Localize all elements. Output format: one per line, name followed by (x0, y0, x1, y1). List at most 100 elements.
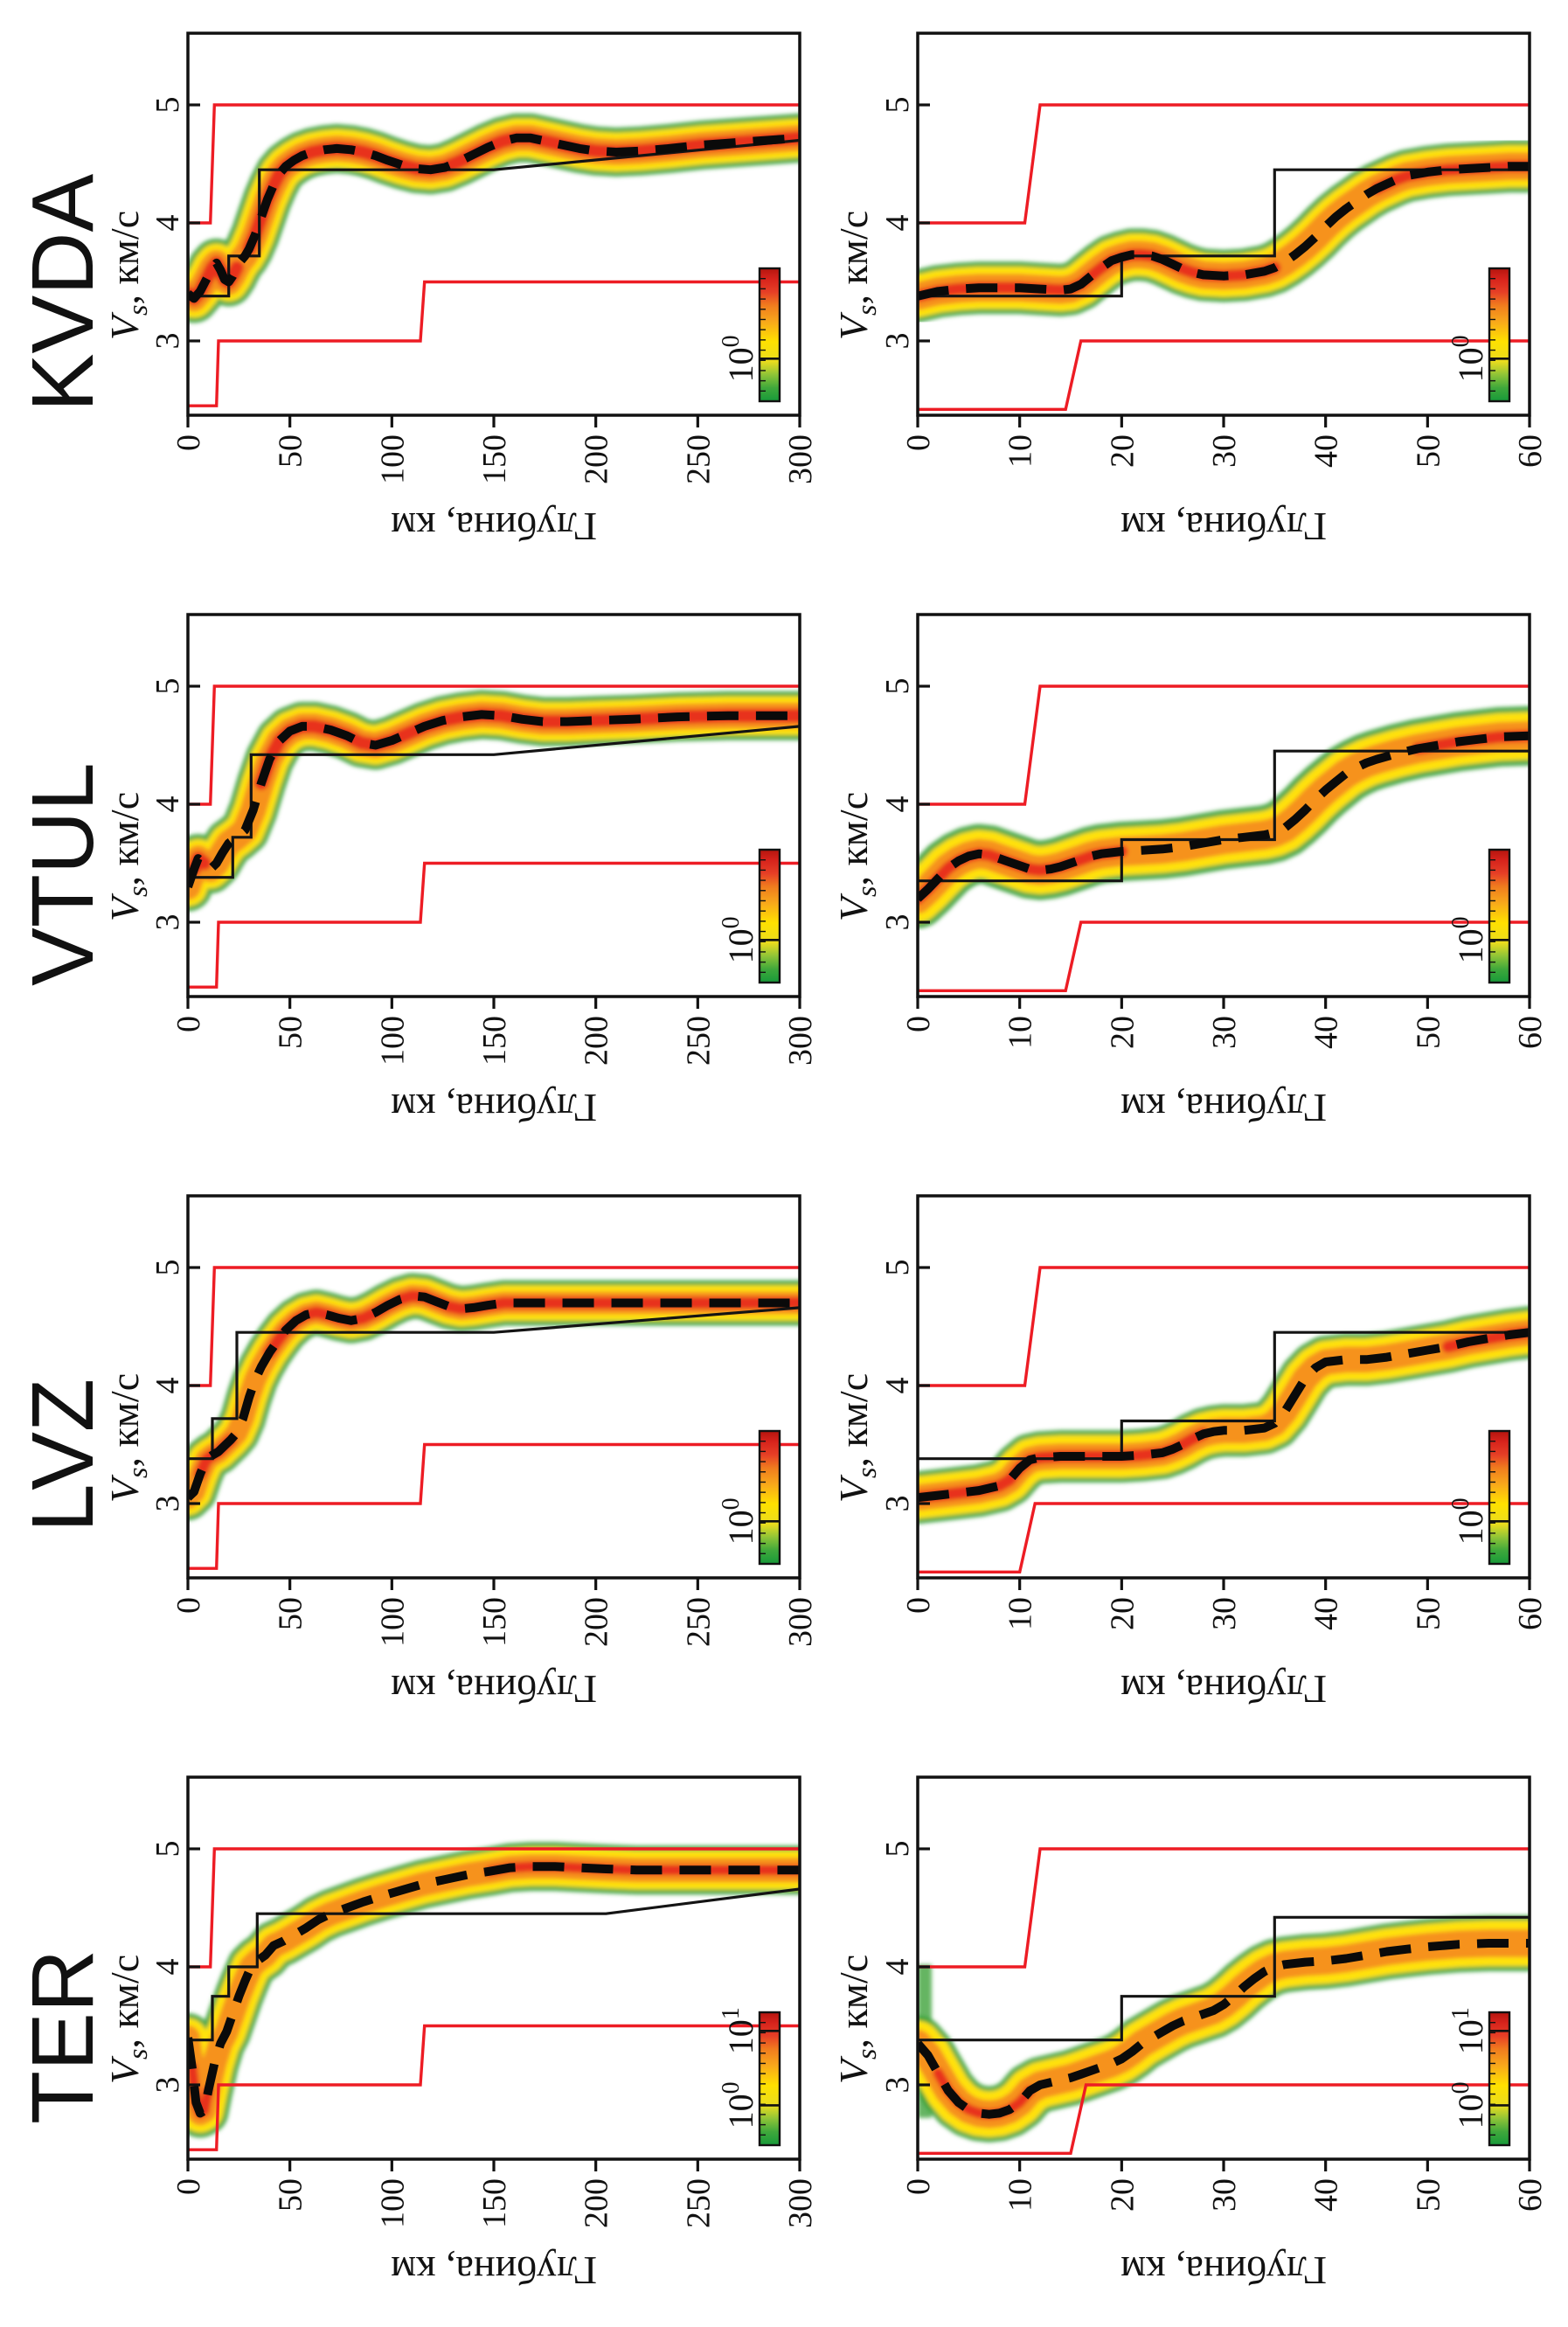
vs-tick-label: 4 (879, 215, 916, 232)
prior-lower-bound-line (188, 861, 800, 989)
vs-axis-title: Vs, км/с (831, 1373, 882, 1503)
mean-model-dashed-line (918, 731, 1530, 902)
plot-LVZ-0-60: 3 4 5 Vs, км/с 0 10 20 30 40 50 60 Глубина, км 100 (831, 1194, 1549, 1712)
colorbar-scale-label: 100 (1447, 335, 1490, 382)
vs-tick-label: 4 (149, 1378, 186, 1394)
depth-tick-label: 100 (374, 2178, 411, 2228)
depth-tick-label: 250 (680, 2178, 717, 2228)
colorbar: 100 (718, 267, 781, 403)
prior-upper-bound-line (918, 103, 1530, 225)
depth-tick-label: 300 (782, 1016, 819, 1066)
depth-tick-label: 200 (579, 2178, 615, 2228)
depth-axis-title: Глубина, км (391, 2248, 597, 2293)
colorbar-scale-label: 100 (1447, 1497, 1490, 1545)
depth-tick-label: 30 (1206, 434, 1243, 468)
depth-axis-title: Глубина, км (1120, 2248, 1327, 2293)
depth-tick-label: 150 (476, 1016, 513, 1066)
vs-tick-label: 5 (879, 1260, 916, 1276)
colorbar-scale-label: 100 (718, 1497, 760, 1545)
colorbar-scale-label: 101 (718, 2007, 760, 2054)
depth-tick-label: 60 (1512, 1016, 1549, 1049)
colorbar-gradient (1488, 2011, 1511, 2147)
vs-tick-label: 3 (879, 2077, 916, 2094)
vs-tick-label: 5 (149, 97, 186, 114)
colorbar: 100 (1447, 848, 1511, 984)
depth-tick-label: 40 (1308, 2178, 1345, 2212)
colorbar: 100 101 (718, 2007, 781, 2147)
plot-LVZ-0-300: 3 4 5 Vs, км/с 0 50 100 150 200 250 300 Глубина, км… (102, 1194, 819, 1712)
depth-tick-label: 250 (680, 1597, 717, 1647)
prior-lower-bound-line (188, 280, 800, 407)
reference-model-line (918, 168, 1530, 298)
vs-tick-label: 3 (149, 333, 186, 350)
depth-tick-label: 10 (1003, 2178, 1039, 2212)
colorbar: 100 (718, 848, 781, 984)
depth-tick-label: 250 (680, 1016, 717, 1066)
vs-tick-label: 3 (879, 1496, 916, 1512)
vs-tick-label: 3 (879, 914, 916, 931)
colorbar-gradient (758, 2011, 781, 2147)
depth-tick-label: 100 (374, 1016, 411, 1066)
depth-tick-label: 40 (1308, 1016, 1345, 1049)
depth-tick-label: 100 (374, 434, 411, 484)
depth-tick-label: 60 (1512, 434, 1549, 468)
depth-tick-label: 300 (782, 434, 819, 484)
depth-tick-label: 30 (1206, 2178, 1243, 2212)
vs-tick-label: 4 (149, 215, 186, 232)
depth-tick-label: 200 (579, 1597, 615, 1647)
reference-model-line (188, 1306, 800, 1461)
mean-model-dashed-line (188, 133, 800, 303)
vs-tick-label: 4 (879, 1378, 916, 1394)
plot-VTUL-0-300: 3 4 5 Vs, км/с 0 50 100 150 200 250 300 Глубина, км… (102, 613, 819, 1130)
depth-tick-label: 0 (900, 1016, 937, 1032)
depth-axis-title: Глубина, км (1120, 504, 1327, 549)
depth-tick-label: 60 (1512, 1597, 1549, 1630)
prior-lower-bound-line (918, 339, 1530, 412)
colorbar-scale-label: 100 (1447, 916, 1490, 963)
depth-tick-label: 0 (170, 1597, 207, 1614)
depth-tick-label: 100 (374, 1597, 411, 1647)
depth-tick-label: 300 (782, 1597, 819, 1647)
colorbar-scale-label: 100 (718, 2081, 760, 2129)
vs-axis-title: Vs, км/с (831, 211, 882, 340)
plot-TER-0-300: 3 4 5 Vs, км/с 0 50 100 150 200 250 300 Глубина, км… (102, 1775, 819, 2293)
prior-lower-bound-line (188, 2024, 800, 2151)
colorbar-scale-label: 100 (718, 916, 760, 963)
depth-tick-label: 0 (170, 1016, 207, 1032)
depth-axis-title: Глубина, км (1120, 1086, 1327, 1130)
colorbar-gradient (758, 848, 781, 984)
plot-VTUL-0-60: 3 4 5 Vs, км/с 0 10 20 30 40 50 60 Глубина, км 100 (831, 613, 1549, 1130)
depth-tick-label: 50 (1410, 2178, 1447, 2212)
prior-lower-bound-line (918, 2083, 1530, 2156)
depth-tick-label: 20 (1104, 434, 1141, 468)
depth-tick-label: 30 (1206, 1016, 1243, 1049)
depth-axis-title: Глубина, км (391, 1086, 597, 1130)
colorbar-scale-label: 100 (718, 335, 760, 382)
depth-tick-label: 50 (273, 2178, 309, 2212)
vs-tick-label: 5 (149, 1841, 186, 1858)
depth-tick-label: 40 (1308, 1597, 1345, 1630)
depth-tick-label: 20 (1104, 2178, 1141, 2212)
station-title-KVDA: KVDA (14, 174, 112, 413)
depth-tick-label: 10 (1003, 1597, 1039, 1630)
colorbar: 100 (718, 1429, 781, 1566)
depth-axis-title: Глубина, км (1120, 1667, 1327, 1712)
depth-tick-label: 50 (1410, 1016, 1447, 1049)
station-title-VTUL: VTUL (14, 762, 112, 986)
plot-KVDA-0-300: 3 4 5 Vs, км/с 0 50 100 150 200 250 300 Глубина, км… (102, 31, 819, 549)
depth-tick-label: 50 (1410, 1597, 1447, 1630)
mean-model-dashed-line (918, 1939, 1530, 2119)
depth-tick-label: 300 (782, 2178, 819, 2228)
depth-tick-label: 150 (476, 434, 513, 484)
depth-tick-label: 50 (273, 1597, 309, 1630)
colorbar-gradient (1488, 267, 1511, 403)
mean-model-dashed-line (188, 1291, 800, 1501)
colorbar-scale-label: 100 (1447, 2081, 1490, 2129)
prior-upper-bound-line (918, 1847, 1530, 1969)
colorbar-scale-label: 101 (1447, 2007, 1490, 2054)
mean-model-dashed-line (918, 162, 1530, 301)
depth-tick-label: 150 (476, 2178, 513, 2228)
vs-axis-title: Vs, км/с (831, 792, 882, 921)
